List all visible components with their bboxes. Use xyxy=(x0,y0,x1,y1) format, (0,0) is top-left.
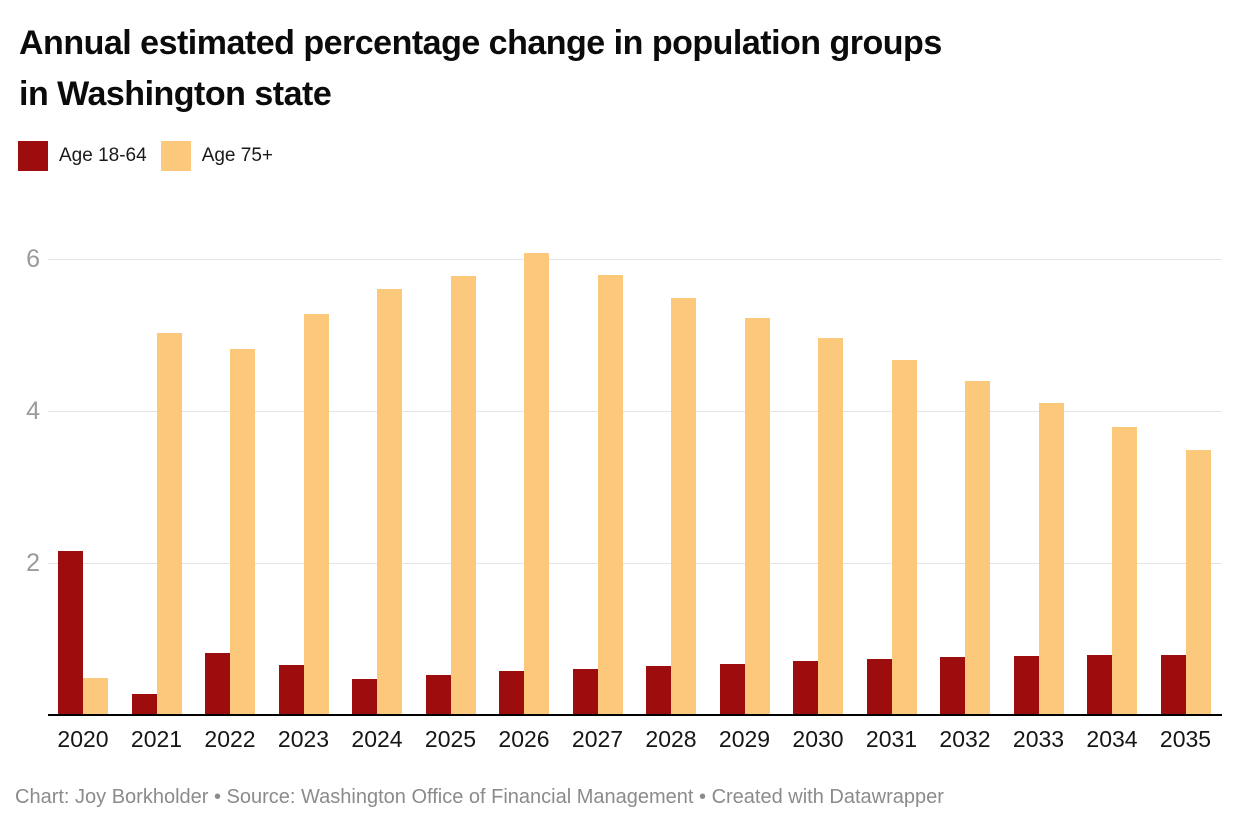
bar-age-18-64[interactable] xyxy=(1087,654,1112,715)
bar-age-18-64[interactable] xyxy=(58,550,83,715)
x-tick-label: 2035 xyxy=(1159,726,1212,752)
x-tick-label: 2034 xyxy=(1086,726,1138,752)
bar-age-18-64[interactable] xyxy=(866,658,892,715)
y-tick-label: 6 xyxy=(26,245,40,273)
bar-age-18-64[interactable] xyxy=(499,670,524,715)
x-tick-label: 2025 xyxy=(424,726,477,752)
chart-title-line-1: Annual estimated percentage change in po… xyxy=(19,24,942,62)
bar-age-18-64[interactable] xyxy=(719,664,745,715)
bar-age-75plus[interactable] xyxy=(1112,426,1137,715)
x-tick-label: 2028 xyxy=(645,726,697,752)
bar-age-18-64[interactable] xyxy=(572,668,598,715)
bar-age-18-64[interactable] xyxy=(131,693,157,715)
chart-title: Annual estimated percentage change in po… xyxy=(19,18,942,120)
grid-line xyxy=(48,410,1222,412)
bar-age-75plus[interactable] xyxy=(156,332,182,715)
x-tick-label: 2023 xyxy=(277,726,330,752)
bar-age-75plus[interactable] xyxy=(1038,403,1064,715)
bar-age-18-64[interactable] xyxy=(793,661,818,715)
grid-line xyxy=(48,562,1222,564)
bar-age-75plus[interactable] xyxy=(303,314,329,715)
x-tick-label: 2033 xyxy=(1012,726,1065,752)
legend: Age 18-64 Age 75+ xyxy=(18,141,287,171)
bar-age-75plus[interactable] xyxy=(891,360,917,715)
x-tick-label: 2024 xyxy=(351,726,403,752)
bar-age-75plus[interactable] xyxy=(744,317,770,715)
bar-age-75plus[interactable] xyxy=(597,274,623,715)
bar-age-75plus[interactable] xyxy=(230,349,255,715)
bar-age-75plus[interactable] xyxy=(671,297,696,715)
x-axis-line xyxy=(48,714,1222,716)
bar-age-18-64[interactable] xyxy=(1013,656,1039,715)
attribution-footer: Chart: Joy Borkholder • Source: Washingt… xyxy=(15,786,944,808)
legend-swatch-age-18-64 xyxy=(18,141,48,171)
y-tick-label: 4 xyxy=(26,397,40,425)
legend-item-age-75plus: Age 75+ xyxy=(160,141,274,171)
bar-age-18-64[interactable] xyxy=(352,679,377,715)
bar-age-75plus[interactable] xyxy=(377,289,402,715)
x-tick-label: 2021 xyxy=(130,726,183,752)
bar-age-75plus[interactable] xyxy=(450,275,476,715)
bar-age-75plus[interactable] xyxy=(83,677,108,715)
x-tick-label: 2032 xyxy=(939,726,991,752)
bar-age-18-64[interactable] xyxy=(646,666,671,715)
bar-age-18-64[interactable] xyxy=(1160,654,1186,715)
x-tick-label: 2020 xyxy=(57,726,109,752)
legend-item-age-18-64: Age 18-64 xyxy=(18,141,147,171)
x-tick-label: 2027 xyxy=(571,726,624,752)
bar-age-75plus[interactable] xyxy=(524,252,549,715)
y-tick-label: 2 xyxy=(26,549,40,577)
legend-swatch-age-75plus xyxy=(160,141,191,171)
bar-age-75plus[interactable] xyxy=(1185,449,1211,715)
legend-label-age-75plus: Age 75+ xyxy=(201,145,274,166)
bar-age-18-64[interactable] xyxy=(205,652,230,715)
x-tick-label: 2030 xyxy=(792,726,844,752)
bar-age-75plus[interactable] xyxy=(818,338,843,715)
bar-age-75plus[interactable] xyxy=(965,380,990,715)
bar-age-18-64[interactable] xyxy=(940,657,965,715)
bar-age-18-64[interactable] xyxy=(425,675,451,715)
chart-title-line-2: in Washington state xyxy=(19,75,332,113)
x-tick-label: 2022 xyxy=(204,726,256,752)
bar-age-18-64[interactable] xyxy=(278,664,304,715)
x-tick-label: 2031 xyxy=(865,726,918,752)
legend-label-age-18-64: Age 18-64 xyxy=(59,145,147,166)
grid-line xyxy=(48,258,1222,260)
x-tick-label: 2026 xyxy=(498,726,550,752)
x-tick-label: 2029 xyxy=(718,726,771,752)
